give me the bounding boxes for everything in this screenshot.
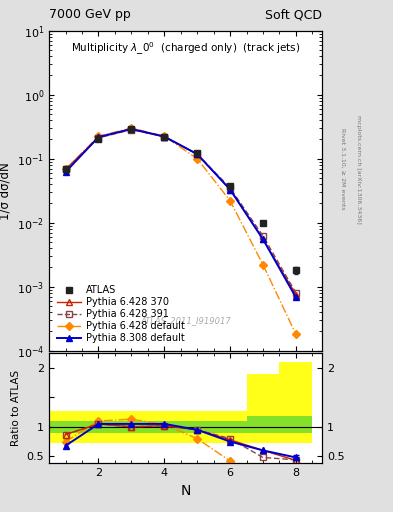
Text: Soft QCD: Soft QCD xyxy=(265,8,322,21)
Legend: ATLAS, Pythia 6.428 370, Pythia 6.428 391, Pythia 6.428 default, Pythia 8.308 de: ATLAS, Pythia 6.428 370, Pythia 6.428 39… xyxy=(54,282,188,346)
X-axis label: N: N xyxy=(180,484,191,498)
Text: Rivet 3.1.10, ≥ 2M events: Rivet 3.1.10, ≥ 2M events xyxy=(340,128,345,210)
Y-axis label: 1/σ dσ/dN: 1/σ dσ/dN xyxy=(0,162,11,220)
Text: mcplots.cern.ch [arXiv:1306.3436]: mcplots.cern.ch [arXiv:1306.3436] xyxy=(356,115,361,223)
Text: Multiplicity $\lambda$_0$^0$  (charged only)  (track jets): Multiplicity $\lambda$_0$^0$ (charged on… xyxy=(71,40,300,57)
Y-axis label: Ratio to ATLAS: Ratio to ATLAS xyxy=(11,370,21,446)
Text: ATLAS_2011_I919017: ATLAS_2011_I919017 xyxy=(140,316,231,325)
Text: 7000 GeV pp: 7000 GeV pp xyxy=(49,8,131,21)
